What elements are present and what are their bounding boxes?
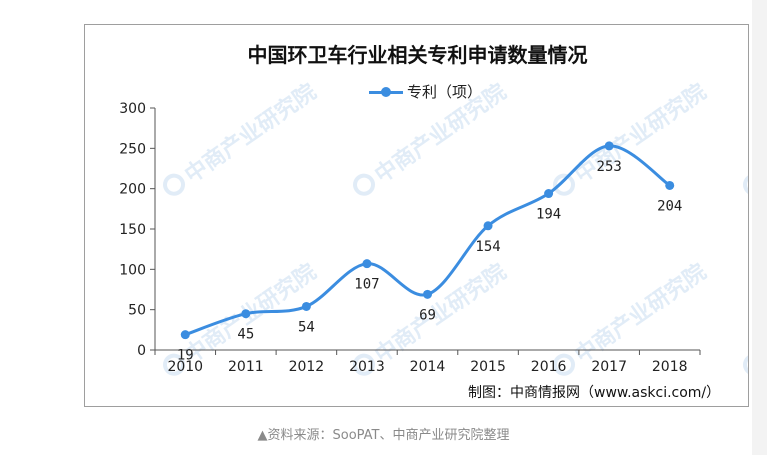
source-credit: 制图：中商情报网（www.askci.com/）: [468, 385, 721, 401]
data-point: [180, 330, 190, 340]
data-label: 107: [354, 277, 379, 293]
data-point: [665, 180, 675, 190]
y-tick-label: 50: [128, 303, 146, 319]
legend: 专利（项）: [369, 81, 482, 102]
x-tick-label: 2016: [531, 359, 567, 375]
source-caption: ▲资料来源：SooPAT、中商产业研究院整理: [257, 428, 510, 443]
x-tick-label: 2018: [652, 359, 688, 375]
legend-line-marker: [369, 85, 403, 99]
right-scroll-strip: [752, 0, 767, 455]
x-tick-label: 2011: [228, 359, 264, 375]
legend-label: 专利（项）: [407, 83, 483, 101]
data-point: [362, 259, 372, 269]
plot-area: 0 50 100 150 200 250 300 2010 2011 2012 2013 2014 20…: [119, 101, 701, 375]
data-label: 54: [298, 319, 315, 335]
data-label: 154: [475, 239, 500, 255]
y-tick-label: 150: [119, 222, 146, 238]
data-point: [423, 289, 432, 299]
y-tick-label: 0: [137, 343, 146, 359]
y-tick-label: 300: [119, 101, 146, 117]
y-tick-label: 200: [119, 182, 146, 198]
x-tick-label: 2015: [470, 359, 506, 375]
x-tick-label: 2013: [349, 359, 385, 375]
data-point: [604, 141, 614, 151]
x-tick-label: 2017: [591, 359, 627, 375]
x-tick-label: 2014: [410, 359, 446, 375]
data-label: 69: [419, 307, 436, 323]
x-tick-label: 2012: [289, 359, 325, 375]
data-point: [301, 301, 311, 311]
data-point: [544, 189, 554, 199]
data-label: 45: [237, 327, 254, 343]
data-label: 19: [177, 348, 194, 364]
data-label: 194: [536, 207, 561, 223]
x-tick-label: 2010: [167, 359, 203, 375]
data-label: 253: [597, 159, 622, 175]
chart-frame: 中商产业研究院 中商产业研究院 中商产业研究院 中商产业研究院 中商产业研究院 中商产业研…: [84, 24, 749, 407]
y-tick-label: 250: [119, 141, 146, 157]
data-point: [241, 309, 251, 319]
data-point: [483, 221, 493, 231]
chart-title: 中国环卫车行业相关专利申请数量情况: [247, 43, 588, 67]
data-label: 204: [657, 198, 682, 214]
y-tick-label: 100: [119, 262, 146, 278]
